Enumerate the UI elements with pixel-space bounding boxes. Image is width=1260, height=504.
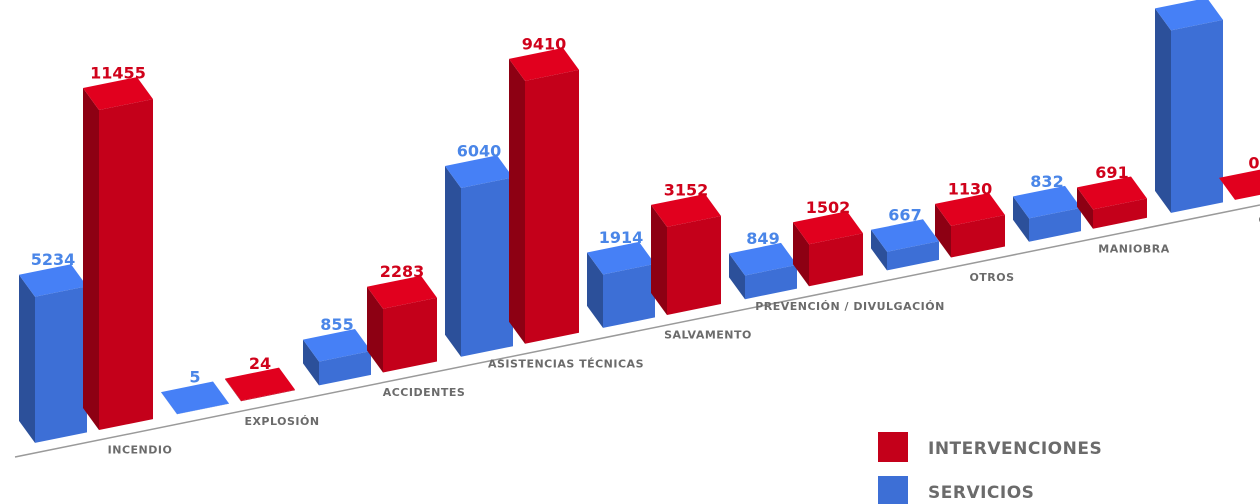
value-label: 1502: [806, 198, 851, 217]
x-tick-label: EXPLOSIÓN: [244, 415, 319, 428]
bar: [951, 215, 1005, 258]
bar: [887, 241, 939, 271]
value-label: 3152: [664, 180, 709, 199]
legend-swatch: [878, 476, 908, 504]
bar: [319, 351, 371, 386]
bar: [667, 216, 721, 315]
legend-label: INTERVENCIONES: [928, 439, 1102, 459]
value-label: 691: [1095, 163, 1128, 182]
x-tick-label: PREVENCIÓN / DIVULGACIÓN: [755, 300, 945, 313]
bar-side: [19, 274, 35, 443]
value-label: 0: [1248, 153, 1259, 172]
bar: [177, 403, 229, 415]
bar: [745, 264, 797, 300]
x-tick-label: INCENDIO: [108, 444, 173, 457]
value-label: 6040: [457, 141, 502, 160]
bar: [461, 177, 513, 357]
x-tick-label: OTROS: [969, 271, 1014, 284]
bar-top: [161, 381, 229, 415]
bar-side: [871, 229, 887, 271]
bar-top: [83, 77, 153, 110]
bar-side: [935, 203, 951, 258]
bar-side: [793, 222, 809, 287]
bar-top: [793, 211, 863, 245]
value-label: 5234: [31, 250, 76, 269]
legend-swatch: [878, 432, 908, 462]
bar-top: [19, 264, 87, 297]
value-label: 667: [888, 205, 921, 224]
x-tick-label: ACCIDENTES: [383, 386, 466, 399]
bar-side: [161, 392, 177, 415]
bar-side: [83, 88, 99, 430]
bar-side: [1013, 196, 1029, 242]
value-label: 855: [320, 315, 353, 334]
bar-top: [1155, 0, 1223, 31]
bar-top: [1077, 176, 1147, 210]
bar: [35, 286, 87, 443]
bar-top: [729, 242, 797, 276]
bar: [1029, 207, 1081, 242]
value-label: 1130: [948, 179, 993, 198]
x-tick-label: SALVAMENTO: [664, 329, 752, 342]
bar-top: [651, 194, 721, 227]
bar-side: [651, 204, 667, 315]
bar-side: [509, 58, 525, 344]
bar-top: [509, 47, 579, 81]
bar: [525, 69, 579, 344]
value-label: 6532: [1167, 0, 1212, 3]
value-label: 9410: [522, 34, 567, 53]
bar-top: [1013, 185, 1081, 219]
bar-top: [1219, 169, 1260, 200]
bar: [603, 263, 655, 328]
value-label: 5: [189, 368, 200, 387]
bar-side: [587, 252, 603, 328]
value-label: 832: [1030, 172, 1063, 191]
bar-side: [1155, 8, 1171, 213]
bar-side: [303, 339, 319, 386]
bar-side: [225, 378, 241, 402]
value-label: 2283: [380, 262, 425, 281]
x-tick-label: MANIOBRA: [1098, 242, 1169, 255]
bar-side: [1077, 187, 1093, 229]
bar-top: [225, 367, 295, 401]
bar-top: [303, 329, 371, 362]
bar: [99, 99, 153, 430]
bar: [1171, 19, 1223, 213]
value-label: 1914: [599, 228, 644, 247]
baseline: [14, 204, 1260, 458]
bar-top: [935, 193, 1005, 226]
bar-side: [367, 286, 383, 373]
legend-label: SERVICIOS: [928, 483, 1034, 503]
bar-top: [871, 219, 939, 252]
value-label: 849: [746, 229, 779, 248]
bar-top: [445, 155, 513, 188]
value-label: 24: [249, 354, 271, 373]
x-tick-label: CECO: [1258, 214, 1260, 227]
bar: [809, 233, 863, 287]
bar-top: [367, 275, 437, 309]
bar-side: [445, 166, 461, 357]
bar-side: [729, 253, 745, 300]
bar: [241, 389, 295, 402]
bar-top: [587, 241, 655, 275]
value-label: 11455: [90, 63, 146, 82]
bar: [1093, 198, 1147, 229]
x-tick-label: ASISTENCIAS TÉCNICAS: [488, 357, 644, 370]
bar: [383, 297, 437, 373]
